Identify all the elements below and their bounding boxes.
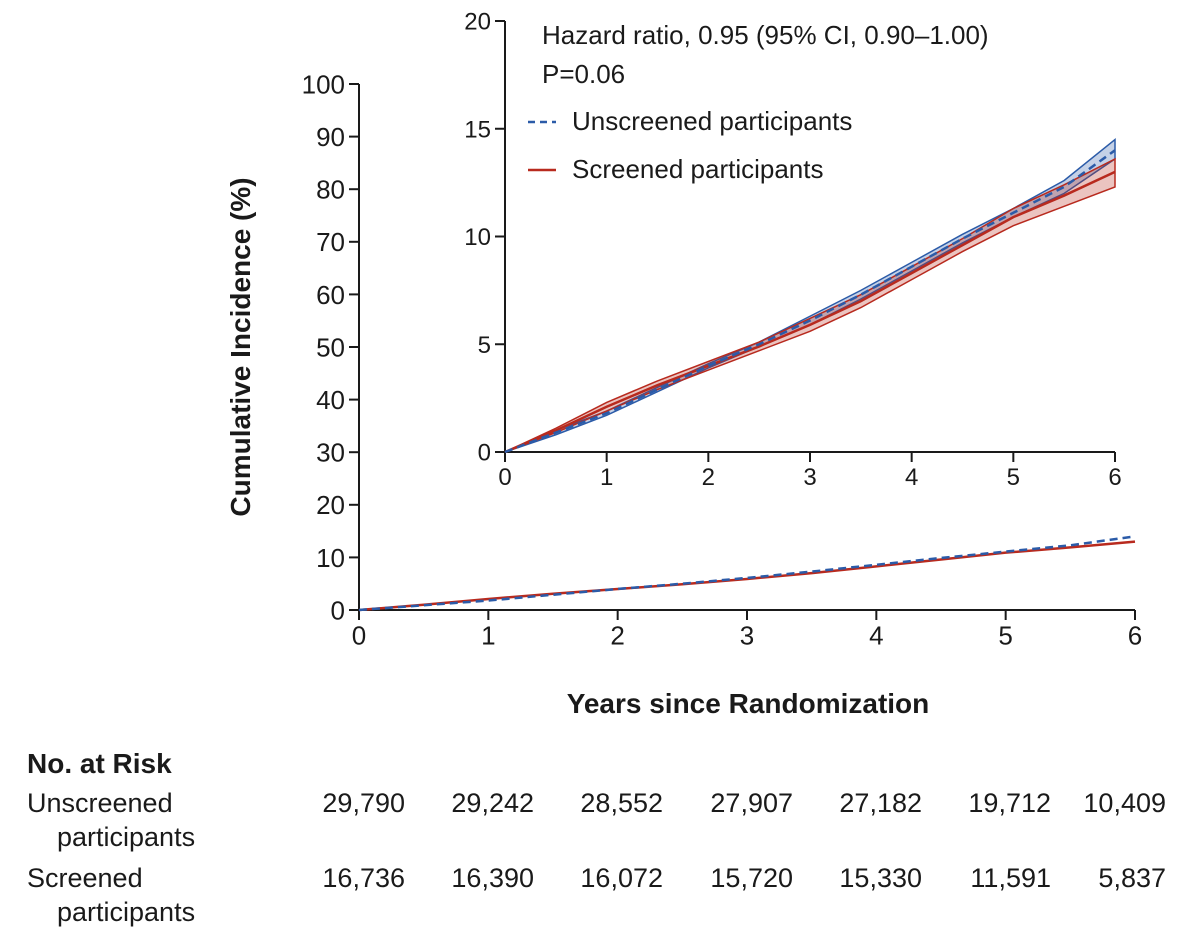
y-tick-label: 10 <box>464 224 491 251</box>
x-tick-label: 4 <box>869 621 883 651</box>
x-tick-label: 2 <box>610 621 624 651</box>
x-tick-label: 3 <box>803 464 816 491</box>
inset-y-ticks: 0 5 10 15 20 <box>464 9 505 467</box>
series-line-screened <box>358 540 1136 612</box>
risk-row-label: Screened participants <box>27 861 267 929</box>
y-tick-label: 90 <box>316 122 345 152</box>
y-tick-label: 80 <box>316 175 345 205</box>
x-tick-label: 3 <box>740 621 754 651</box>
main-y-axis-label: Cumulative Incidence (%) <box>225 177 256 516</box>
hazard-ratio-annotation: Hazard ratio, 0.95 (95% CI, 0.90–1.00) <box>542 20 989 50</box>
risk-row-label-line2: participants <box>57 897 196 927</box>
x-tick-label: 5 <box>1007 464 1020 491</box>
y-tick-label: 20 <box>464 9 491 36</box>
risk-value: 27,182 <box>839 788 922 818</box>
main-x-axis-label: Years since Randomization <box>567 688 930 719</box>
legend: Unscreened participants Screened partici… <box>528 106 852 184</box>
y-tick-label: 50 <box>316 332 345 362</box>
inset-series <box>504 137 1116 454</box>
risk-row-label-line1: Unscreened <box>27 788 173 818</box>
risk-value: 28,552 <box>580 788 663 818</box>
y-tick-label: 10 <box>316 543 345 573</box>
legend-label-screened: Screened participants <box>572 154 823 184</box>
inset-plot: 0 5 10 15 20 0 1 2 3 4 5 6 Hazard ratio, 0.95 (95%… <box>464 9 1136 491</box>
main-y-ticks: 0 10 20 30 40 50 60 70 80 90 100 <box>302 69 359 625</box>
risk-value: 16,072 <box>580 863 663 893</box>
y-tick-label: 70 <box>316 227 345 257</box>
x-tick-label: 6 <box>1108 464 1121 491</box>
risk-value: 29,790 <box>322 788 405 818</box>
x-tick-label: 0 <box>352 621 366 651</box>
inset-x-ticks: 0 1 2 3 4 5 6 <box>498 452 1122 491</box>
x-tick-label: 0 <box>498 464 511 491</box>
y-tick-label: 15 <box>464 116 491 143</box>
y-tick-label: 60 <box>316 280 345 310</box>
x-tick-label: 2 <box>702 464 715 491</box>
risk-value: 16,736 <box>322 863 405 893</box>
y-tick-label: 0 <box>331 595 345 625</box>
y-tick-label: 0 <box>478 440 491 467</box>
y-tick-label: 100 <box>302 69 345 99</box>
risk-row-label: Unscreened participants <box>27 786 267 854</box>
y-tick-label: 20 <box>316 490 345 520</box>
y-tick-label: 40 <box>316 385 345 415</box>
p-value-annotation: P=0.06 <box>542 59 625 89</box>
risk-value: 15,330 <box>839 863 922 893</box>
x-tick-label: 5 <box>998 621 1012 651</box>
x-tick-label: 1 <box>481 621 495 651</box>
risk-value: 29,242 <box>451 788 534 818</box>
risk-value: 27,907 <box>710 788 793 818</box>
ci-band-unscreened <box>504 137 1116 453</box>
risk-value: 16,390 <box>451 863 534 893</box>
risk-table: No. at Risk Unscreened participants 29,7… <box>0 740 1200 937</box>
risk-value: 11,591 <box>970 863 1051 893</box>
main-series <box>358 535 1136 612</box>
risk-value: 19,712 <box>968 788 1051 818</box>
risk-row-label-line1: Screened <box>27 863 143 893</box>
risk-value: 10,409 <box>1083 788 1166 818</box>
x-tick-label: 1 <box>600 464 613 491</box>
series-line-screened <box>504 170 1116 454</box>
y-tick-label: 30 <box>316 438 345 468</box>
x-tick-label: 4 <box>905 464 918 491</box>
risk-value: 15,720 <box>710 863 793 893</box>
legend-label-unscreened: Unscreened participants <box>572 106 852 136</box>
risk-row-label-line2: participants <box>57 822 196 852</box>
risk-table-title: No. at Risk <box>27 748 172 779</box>
y-tick-label: 5 <box>478 332 491 359</box>
inset-background <box>496 14 1136 452</box>
series-line-unscreened <box>504 149 1116 454</box>
risk-value: 5,837 <box>1098 863 1166 893</box>
main-x-ticks: 0 1 2 3 4 5 6 <box>352 610 1142 651</box>
x-tick-label: 6 <box>1128 621 1142 651</box>
